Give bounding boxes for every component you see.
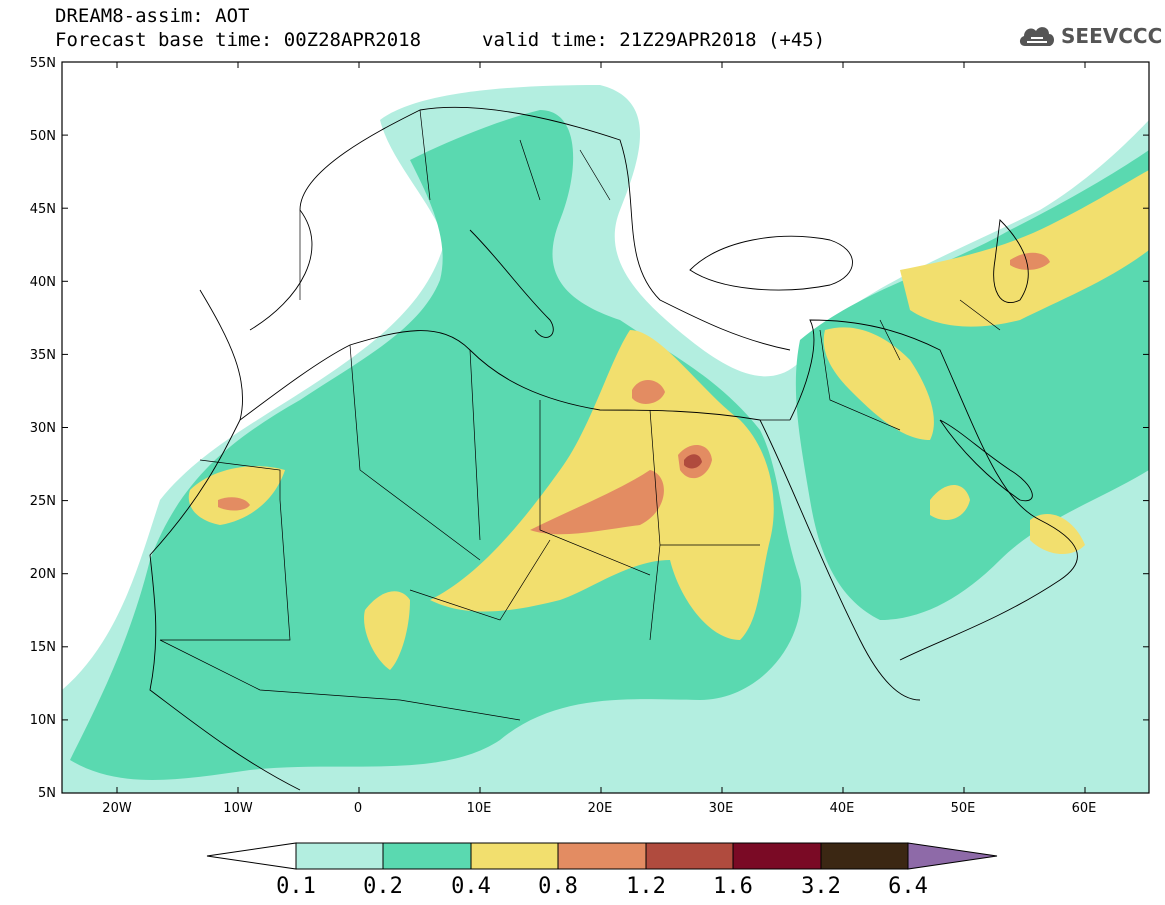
aot-band-0.4-iraq (823, 327, 934, 440)
lon-label: 0 (354, 801, 362, 816)
lon-label: 30E (709, 801, 734, 816)
lon-axis: 20W 10W 0 10E 20E 30E 40E 50E 60E (102, 801, 1096, 816)
colorbar-upper-triangle (907, 842, 998, 870)
lat-axis: 5N 10N 15N 20N 25N 30N 35N 40N 45N 50N 5… (30, 56, 56, 801)
colorbar-label: 0.8 (538, 874, 578, 899)
lon-label: 10E (467, 801, 492, 816)
lon-label: 20W (102, 801, 132, 816)
aot-band-0.4-arabia (930, 485, 970, 520)
lat-label: 50N (30, 129, 56, 144)
coastlines (149, 106, 1078, 791)
colorbar-segment (557, 842, 647, 870)
colorbar-label: 3.2 (801, 874, 841, 899)
cloud-icon (1019, 27, 1055, 46)
axis-ticks (62, 61, 1149, 794)
colorbar-segment (645, 842, 734, 870)
lat-label: 45N (30, 202, 56, 217)
colorbar-segment (820, 842, 909, 870)
coastline-red-sea (759, 419, 921, 701)
aot-band-0.4-west (188, 466, 285, 525)
forecast-base-time: Forecast base time: 00Z28APR2018 (55, 29, 422, 51)
colorbar-segment (470, 842, 559, 870)
aot-band-0.4-mali (364, 591, 410, 670)
coastline-europe (249, 106, 791, 351)
aot-band-0.8-libya (530, 470, 664, 535)
colorbar-lower-triangle (206, 842, 297, 870)
lat-label: 40N (30, 275, 56, 290)
aot-field (62, 85, 1149, 793)
lat-label: 25N (30, 494, 56, 509)
aot-band-0.4-sahara (430, 330, 774, 640)
colorbar: 0.1 0.2 0.4 0.8 1.2 1.6 3.2 6.4 (206, 842, 998, 899)
coastline-persian-gulf (939, 419, 1033, 502)
aot-band-0.4-oman (1030, 514, 1085, 555)
lat-label: 10N (30, 713, 56, 728)
colorbar-label: 0.4 (451, 874, 491, 899)
lat-label: 55N (30, 56, 56, 71)
logo-text: SEEVCCC (1061, 24, 1163, 48)
coastline-italy (469, 229, 554, 338)
aot-band-0.8-mauritania (218, 497, 250, 511)
colorbar-label: 1.6 (713, 874, 753, 899)
lat-label: 20N (30, 567, 56, 582)
aot-band-0.2 (70, 110, 802, 780)
aot-band-0.4-caspian (900, 170, 1149, 327)
coastline-west-africa (149, 289, 301, 791)
colorbar-segment (382, 842, 472, 870)
aot-band-1.2-egypt (684, 454, 702, 469)
lat-label: 35N (30, 348, 56, 363)
map-title: DREAM8-assim: AOT (55, 5, 250, 27)
coastline-black-sea (689, 235, 853, 291)
lat-label: 15N (30, 640, 56, 655)
border-lines (159, 109, 1001, 721)
coastline-arabia (789, 319, 1078, 661)
seevccc-logo: SEEVCCC (1017, 22, 1162, 50)
lon-label: 20E (588, 801, 613, 816)
aot-band-0.8-caspian (1010, 252, 1050, 270)
lon-label: 10W (223, 801, 253, 816)
lat-label: 30N (30, 421, 56, 436)
lon-label: 50E (951, 801, 976, 816)
lat-label: 5N (38, 786, 56, 801)
colorbar-label: 1.2 (626, 874, 666, 899)
valid-time: valid time: 21Z29APR2018 (+45) (482, 29, 826, 51)
aot-band-0.8-libya-n (632, 380, 665, 404)
colorbar-label: 0.1 (276, 874, 316, 899)
colorbar-segment (295, 842, 384, 870)
colorbar-label: 6.4 (888, 874, 928, 899)
colorbar-segment (732, 842, 822, 870)
lon-label: 40E (830, 801, 855, 816)
colorbar-label: 0.2 (363, 874, 403, 899)
coastline-caspian (993, 219, 1029, 303)
lon-label: 60E (1072, 801, 1097, 816)
